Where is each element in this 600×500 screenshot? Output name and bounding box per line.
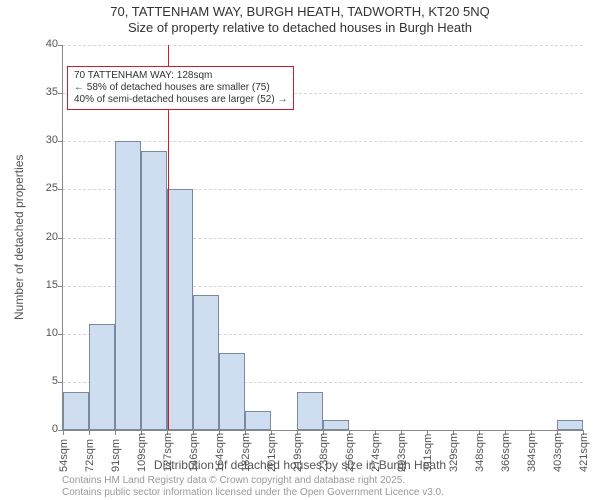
y-tick xyxy=(58,189,63,190)
chart-plot-area: 70 TATTENHAM WAY: 128sqm← 58% of detache… xyxy=(62,45,583,431)
y-tick-label: 5 xyxy=(28,375,58,387)
y-tick xyxy=(58,141,63,142)
y-tick-label: 30 xyxy=(28,134,58,146)
title-line-2: Size of property relative to detached ho… xyxy=(0,20,600,36)
y-tick xyxy=(58,334,63,335)
x-tick-label: 127sqm xyxy=(162,433,174,472)
x-tick xyxy=(115,430,116,435)
y-tick-label: 25 xyxy=(28,182,58,194)
annotation-box: 70 TATTENHAM WAY: 128sqm← 58% of detache… xyxy=(67,66,294,110)
y-tick xyxy=(58,286,63,287)
histogram-bar xyxy=(63,392,88,431)
x-tick-label: 366sqm xyxy=(500,433,512,472)
annotation-line: ← 58% of detached houses are smaller (75… xyxy=(74,82,287,94)
histogram-bar xyxy=(245,411,270,430)
x-tick-label: 182sqm xyxy=(240,433,252,472)
histogram-bar xyxy=(323,420,348,430)
y-tick xyxy=(58,238,63,239)
title-line-1: 70, TATTENHAM WAY, BURGH HEATH, TADWORTH… xyxy=(0,4,600,20)
y-tick-label: 40 xyxy=(28,38,58,50)
y-tick-label: 35 xyxy=(28,86,58,98)
y-tick xyxy=(58,45,63,46)
annotation-line: 40% of semi-detached houses are larger (… xyxy=(74,94,287,106)
gridline xyxy=(63,45,583,46)
attribution-line-1: Contains HM Land Registry data © Crown c… xyxy=(62,475,444,487)
x-tick-label: 403sqm xyxy=(552,433,564,472)
x-tick-label: 238sqm xyxy=(318,433,330,472)
x-tick-label: 72sqm xyxy=(84,439,96,472)
histogram-bar xyxy=(89,324,114,430)
y-axis-label: Number of detached properties xyxy=(12,155,26,320)
y-tick-label: 10 xyxy=(28,327,58,339)
x-tick-label: 256sqm xyxy=(344,433,356,472)
histogram-bar xyxy=(193,295,218,430)
x-tick-label: 146sqm xyxy=(188,433,200,472)
histogram-bar xyxy=(219,353,244,430)
histogram-bar xyxy=(557,420,582,430)
y-tick-label: 15 xyxy=(28,279,58,291)
x-tick-label: 329sqm xyxy=(448,433,460,472)
y-tick xyxy=(58,382,63,383)
histogram-bar xyxy=(167,189,192,430)
x-tick-label: 384sqm xyxy=(526,433,538,472)
x-tick-label: 274sqm xyxy=(370,433,382,472)
histogram-bar xyxy=(115,141,140,430)
x-tick-label: 201sqm xyxy=(266,433,278,472)
chart-title: 70, TATTENHAM WAY, BURGH HEATH, TADWORTH… xyxy=(0,4,600,37)
y-tick xyxy=(58,93,63,94)
gridline xyxy=(63,141,583,142)
y-tick-label: 20 xyxy=(28,231,58,243)
x-tick xyxy=(89,430,90,435)
y-tick-label: 0 xyxy=(28,423,58,435)
x-tick-label: 293sqm xyxy=(396,433,408,472)
x-tick-label: 348sqm xyxy=(474,433,486,472)
annotation-line: 70 TATTENHAM WAY: 128sqm xyxy=(74,70,287,82)
x-tick-label: 311sqm xyxy=(422,434,434,472)
x-tick-label: 109sqm xyxy=(136,433,148,472)
x-tick xyxy=(63,430,64,435)
histogram-bar xyxy=(297,392,322,431)
x-tick-label: 91sqm xyxy=(110,439,122,472)
histogram-bar xyxy=(141,151,166,430)
attribution-line-2: Contains public sector information licen… xyxy=(62,487,444,499)
x-tick-label: 54sqm xyxy=(58,439,70,472)
x-tick-label: 164sqm xyxy=(214,433,226,472)
x-tick-label: 219sqm xyxy=(292,433,304,472)
attribution-text: Contains HM Land Registry data © Crown c… xyxy=(62,475,444,498)
x-tick-label: 421sqm xyxy=(578,433,590,472)
